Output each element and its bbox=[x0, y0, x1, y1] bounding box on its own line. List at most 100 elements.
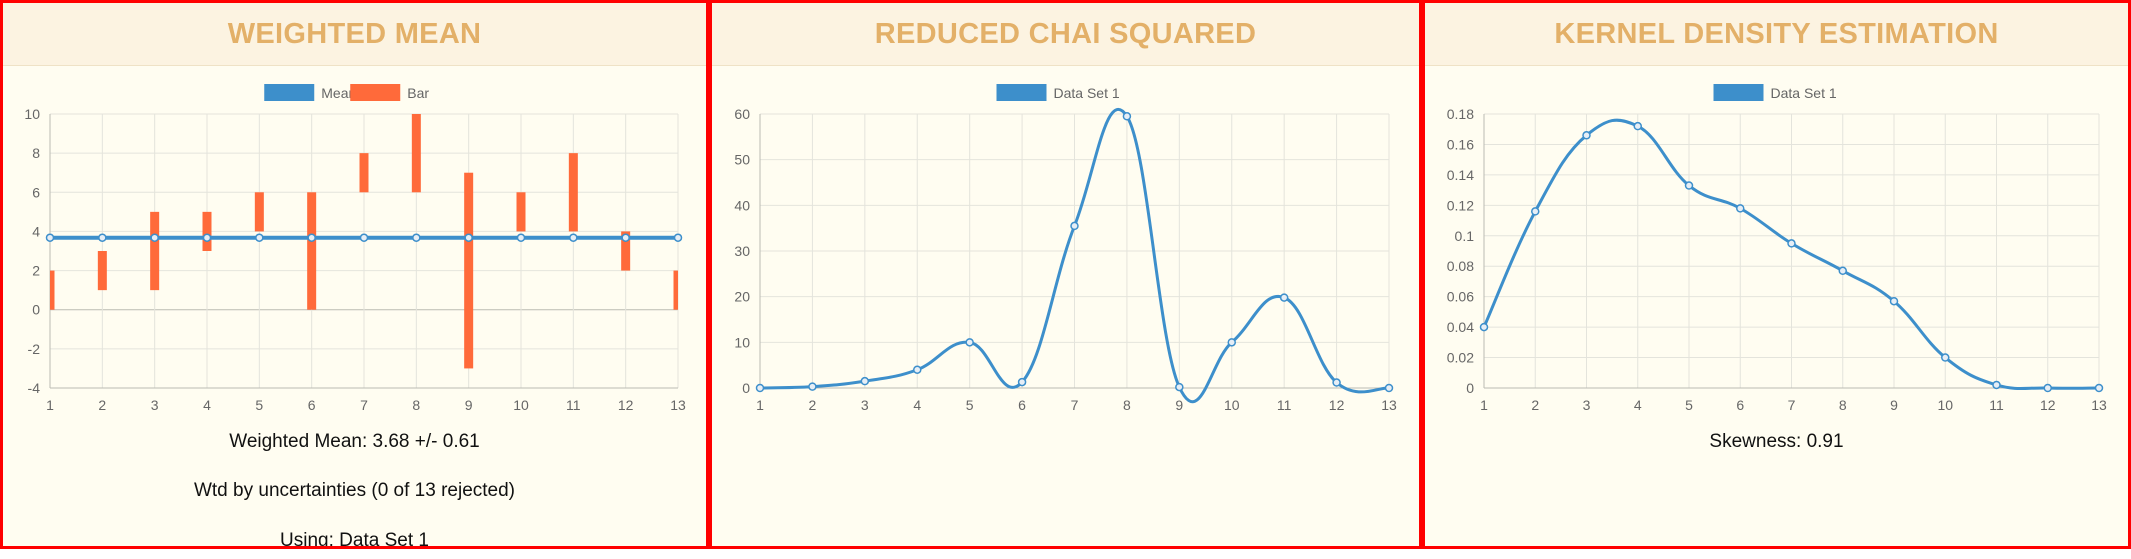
x-tick-label: 3 bbox=[151, 397, 159, 413]
x-tick-label: 6 bbox=[308, 397, 316, 413]
legend-label: Data Set 1 bbox=[1771, 85, 1837, 101]
x-tick-label: 2 bbox=[1531, 397, 1539, 413]
data-point bbox=[1479, 322, 1489, 332]
data-point bbox=[1992, 380, 2001, 390]
x-tick-label: 2 bbox=[809, 397, 817, 413]
panel-header: WEIGHTED MEAN bbox=[3, 3, 706, 66]
x-tick-label: 10 bbox=[1224, 397, 1240, 413]
x-tick-label: 7 bbox=[360, 397, 368, 413]
y-tick-label: 0.16 bbox=[1447, 136, 1474, 152]
data-point bbox=[98, 233, 107, 242]
x-tick-label: 4 bbox=[913, 397, 921, 413]
legend-swatch bbox=[1713, 84, 1764, 101]
legend-swatch bbox=[996, 84, 1047, 101]
data-point bbox=[1941, 353, 1950, 362]
y-tick-label: 60 bbox=[734, 106, 750, 122]
kernel-density-panel: KERNEL DENSITY ESTIMATION Data Set 1 0.18… bbox=[1422, 0, 2131, 549]
chart-legend: Data Set 1 bbox=[996, 84, 1120, 101]
x-tick-label: 13 bbox=[670, 397, 686, 413]
data-point bbox=[673, 233, 683, 242]
bar bbox=[516, 192, 526, 232]
y-tick-label: 6 bbox=[32, 184, 40, 200]
x-tick-label: 1 bbox=[46, 397, 54, 413]
x-tick-label: 5 bbox=[966, 397, 974, 413]
bar bbox=[202, 211, 212, 251]
legend-label: Mean bbox=[321, 85, 356, 101]
x-tick-label: 3 bbox=[861, 397, 869, 413]
data-point bbox=[860, 376, 870, 386]
data-point bbox=[569, 233, 578, 242]
x-tick-label: 8 bbox=[1123, 397, 1131, 413]
y-tick-label: 40 bbox=[734, 197, 750, 213]
chart-legend: Data Set 1 bbox=[1713, 84, 1837, 101]
data-point bbox=[621, 233, 630, 242]
y-tick-label: 50 bbox=[734, 152, 750, 168]
x-tick-label: 1 bbox=[1480, 397, 1488, 413]
data-point bbox=[1070, 221, 1079, 231]
data-point bbox=[516, 233, 526, 242]
x-tick-label: 2 bbox=[98, 397, 106, 413]
x-tick-label: 13 bbox=[1381, 397, 1397, 413]
data-point bbox=[359, 233, 369, 242]
data-point bbox=[2043, 383, 2052, 393]
data-point bbox=[1279, 293, 1289, 302]
bar bbox=[411, 114, 421, 193]
y-tick-label: 0.02 bbox=[1447, 350, 1474, 366]
weighted-mean-panel: WEIGHTED MEAN Mean Bar 10 8 6 4 2 0 -2 -4 1 2 3 4 5 6 7 8… bbox=[0, 0, 709, 549]
data-point bbox=[1122, 112, 1132, 121]
data-point bbox=[1017, 377, 1027, 387]
y-tick-label: 0.08 bbox=[1447, 258, 1474, 274]
panel-title: REDUCED CHAI SQUARED bbox=[874, 17, 1257, 50]
x-tick-label: 1 bbox=[756, 397, 764, 413]
data-point bbox=[1582, 131, 1591, 140]
skewness-caption: Skewness: 0.91 bbox=[1709, 431, 1844, 452]
x-tick-label: 11 bbox=[1277, 397, 1292, 413]
x-tick-label: 10 bbox=[1937, 397, 1953, 413]
bar bbox=[568, 153, 578, 232]
x-tick-label: 4 bbox=[1634, 397, 1642, 413]
x-tick-label: 9 bbox=[465, 397, 473, 413]
x-tick-label: 10 bbox=[513, 397, 529, 413]
x-tick-label: 12 bbox=[618, 397, 634, 413]
data-point bbox=[965, 338, 974, 347]
x-tick-label: 5 bbox=[1685, 397, 1693, 413]
y-tick-label: -2 bbox=[28, 341, 41, 357]
series-line bbox=[759, 107, 1390, 404]
data-point bbox=[412, 233, 421, 242]
data-point bbox=[1633, 121, 1642, 131]
y-tick-label: 0.14 bbox=[1447, 167, 1474, 183]
data-point bbox=[1787, 239, 1796, 248]
x-tick-label: 13 bbox=[2091, 397, 2107, 413]
x-tick-label: 6 bbox=[1736, 397, 1744, 413]
y-tick-label: -4 bbox=[28, 380, 41, 396]
rejection-caption: Wtd by uncertainties (0 of 13 rejected) bbox=[193, 480, 516, 501]
bar bbox=[50, 270, 55, 310]
x-tick-label: 12 bbox=[2040, 397, 2056, 413]
data-point bbox=[45, 233, 55, 242]
x-tick-label: 11 bbox=[566, 397, 581, 413]
kernel-density-chart: Data Set 1 0.18 0.16 0.14 0.12 0.1 0.08 0.06 0.0… bbox=[1447, 84, 2107, 413]
data-point bbox=[1838, 266, 1847, 276]
chart-legend: Mean Bar bbox=[264, 84, 429, 101]
y-tick-label: 0 bbox=[32, 302, 40, 318]
data-set-caption: Using: Data Set 1 bbox=[280, 530, 429, 549]
y-tick-label: 8 bbox=[32, 145, 40, 161]
y-tick-label: 0.1 bbox=[1455, 228, 1475, 244]
data-point bbox=[1531, 207, 1540, 216]
data-point bbox=[202, 233, 212, 242]
bar bbox=[621, 231, 631, 271]
y-tick-label: 20 bbox=[734, 289, 750, 305]
data-point bbox=[1332, 378, 1341, 387]
x-tick-label: 7 bbox=[1071, 397, 1079, 413]
x-tick-label: 12 bbox=[1329, 397, 1345, 413]
weighted-mean-caption: Weighted Mean: 3.68 +/- 0.61 bbox=[229, 431, 480, 452]
data-point bbox=[150, 233, 159, 242]
data-point bbox=[1384, 383, 1394, 393]
bar bbox=[464, 172, 474, 369]
data-point bbox=[1889, 296, 1899, 306]
data-point bbox=[307, 233, 316, 242]
bar bbox=[359, 153, 369, 193]
data-point bbox=[913, 365, 922, 374]
